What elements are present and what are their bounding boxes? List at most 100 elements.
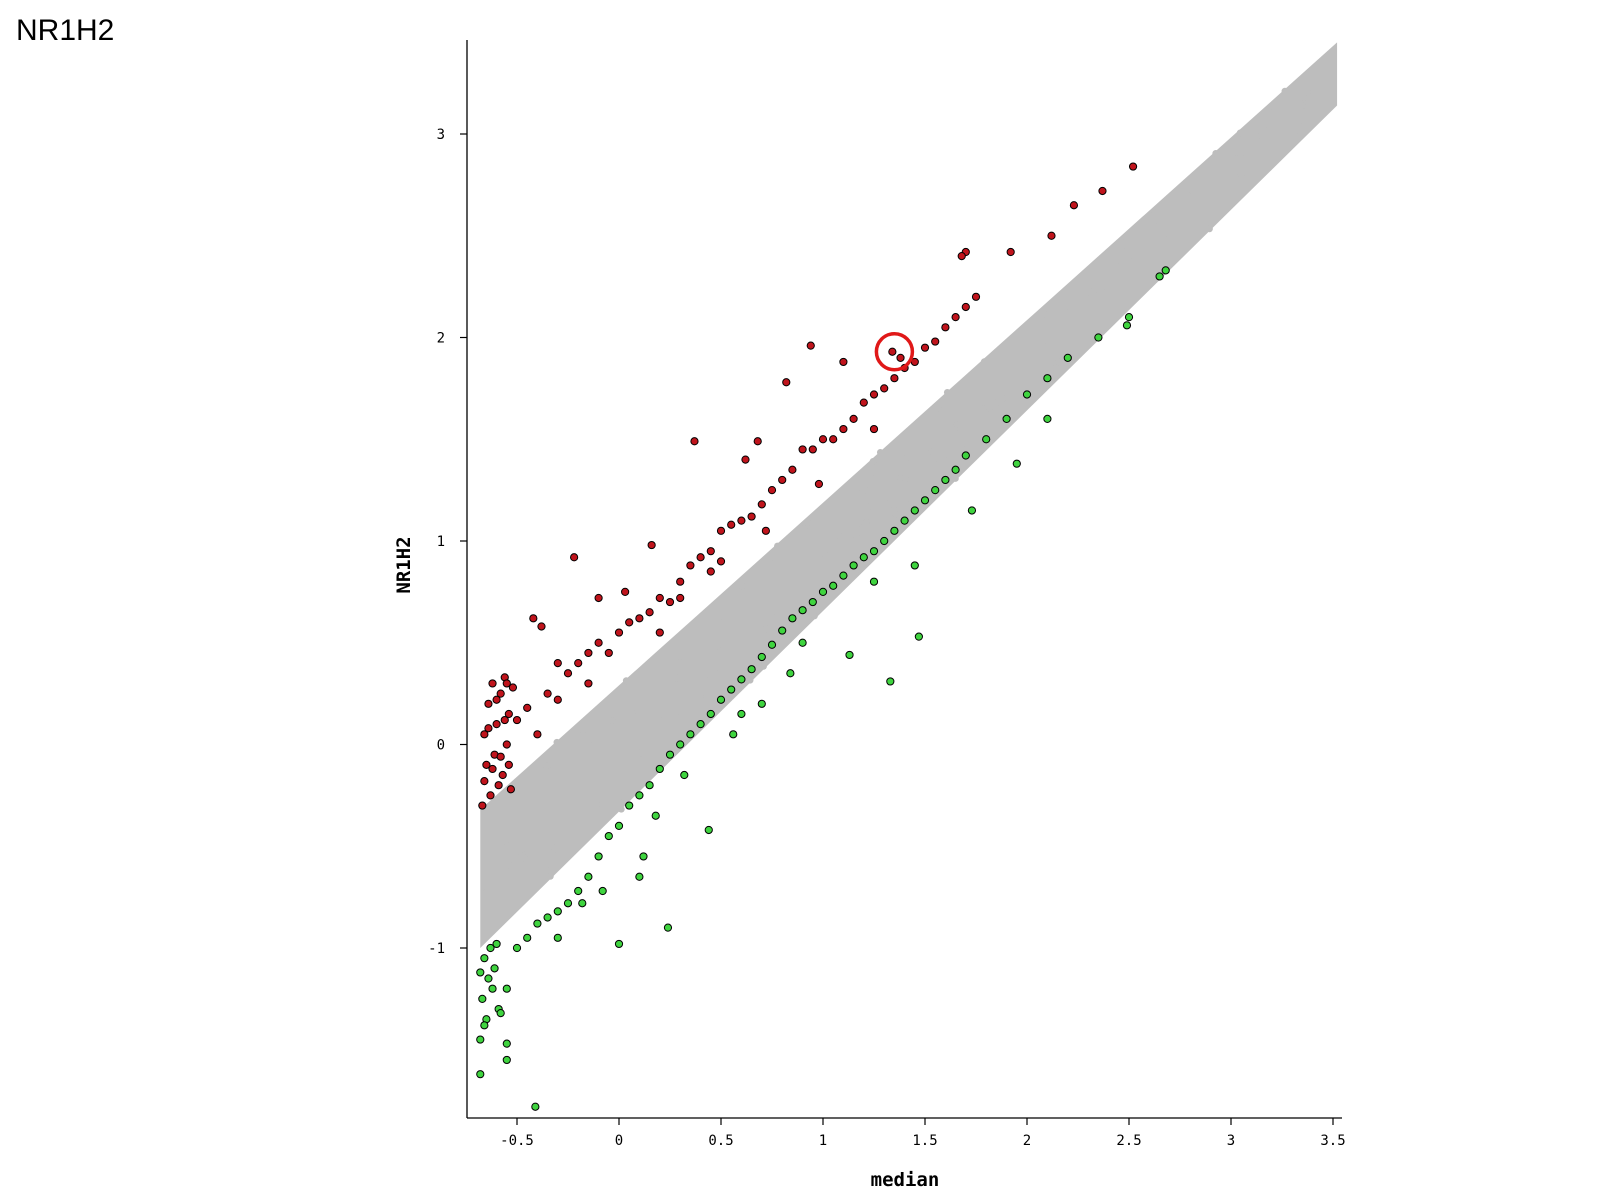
up-point [553,695,562,704]
background-point [1151,208,1159,216]
down-point [533,919,542,928]
background-point [936,464,944,472]
down-point [798,638,807,647]
up-point [778,475,787,485]
up-point [533,730,542,739]
background-point [876,448,884,456]
background-point [1082,289,1090,297]
up-point [757,500,766,509]
up-point [890,374,899,383]
background-point [551,852,559,860]
up-point [941,323,950,332]
background-point [980,358,988,365]
down-point [786,669,795,678]
background-point [823,579,831,587]
down-point [859,553,868,562]
down-point [1094,333,1103,342]
down-point [845,650,854,660]
background-point [703,694,710,701]
x-tick-label: 1.5 [912,1133,937,1149]
up-point [529,614,538,623]
background-point [546,872,554,880]
up-point [920,343,930,352]
down-point [476,1070,485,1079]
down-point [961,451,970,460]
up-point [488,679,497,688]
background-point [627,789,635,797]
background-point [673,674,681,682]
highlighted-points [476,162,1170,1111]
up-point [859,398,868,407]
up-point [971,292,981,301]
background-point [1265,126,1273,134]
up-point [896,353,905,362]
axis-ticks: -0.5 0 0.5 1 1.5 2 2.5 3 3.5 -1 0 1 2 3 [428,127,1346,1149]
down-point [686,730,695,739]
down-point [1161,266,1170,275]
background-point [903,454,911,462]
up-point [1069,201,1079,210]
background-point [545,754,552,762]
background-point [939,484,947,492]
background-point [853,534,861,542]
background-point [1295,118,1303,126]
down-point [478,994,487,1003]
down-point [727,685,736,694]
up-point [504,760,513,769]
up-point [818,435,828,444]
background-point [674,714,682,722]
background-point [1113,307,1121,315]
down-point [584,872,593,881]
background-point [821,550,829,558]
down-point [880,536,889,546]
background-point [897,474,904,482]
up-point [829,435,838,444]
background-point [862,475,870,483]
down-point [523,933,532,942]
background-point [928,448,936,456]
up-point [808,445,817,454]
background-point [980,405,988,413]
background-point [1212,150,1220,157]
background-point [542,762,550,770]
down-point [1043,414,1052,423]
up-point [706,547,715,556]
background-point [945,451,953,459]
up-point [604,648,613,658]
up-point [716,526,726,535]
background-point [713,670,721,678]
up-point [806,341,815,350]
up-point [506,785,515,794]
up-point [498,770,507,780]
background-point [1011,410,1019,418]
down-point [476,968,485,977]
up-point [839,357,848,367]
up-point [508,683,518,692]
down-point [696,720,705,729]
background-point [720,613,728,621]
down-point [737,709,746,719]
down-point [737,675,746,684]
background-point [856,518,864,525]
background-point [579,727,587,734]
down-point [1012,459,1021,468]
down-point [757,652,766,662]
up-point [570,553,579,562]
up-point [1047,231,1056,240]
down-point [900,516,909,525]
down-point [484,974,493,983]
background-point [1298,102,1306,110]
background-point [622,677,630,685]
down-point [563,899,573,908]
background-point [497,902,505,910]
background-point [762,625,770,633]
up-point [839,424,848,434]
up-point [504,709,513,719]
up-point [747,512,756,521]
up-point [782,378,791,387]
background-point [681,637,689,644]
up-point [869,424,879,434]
background-point [804,518,812,526]
background-point [852,523,860,530]
up-point [741,455,750,464]
